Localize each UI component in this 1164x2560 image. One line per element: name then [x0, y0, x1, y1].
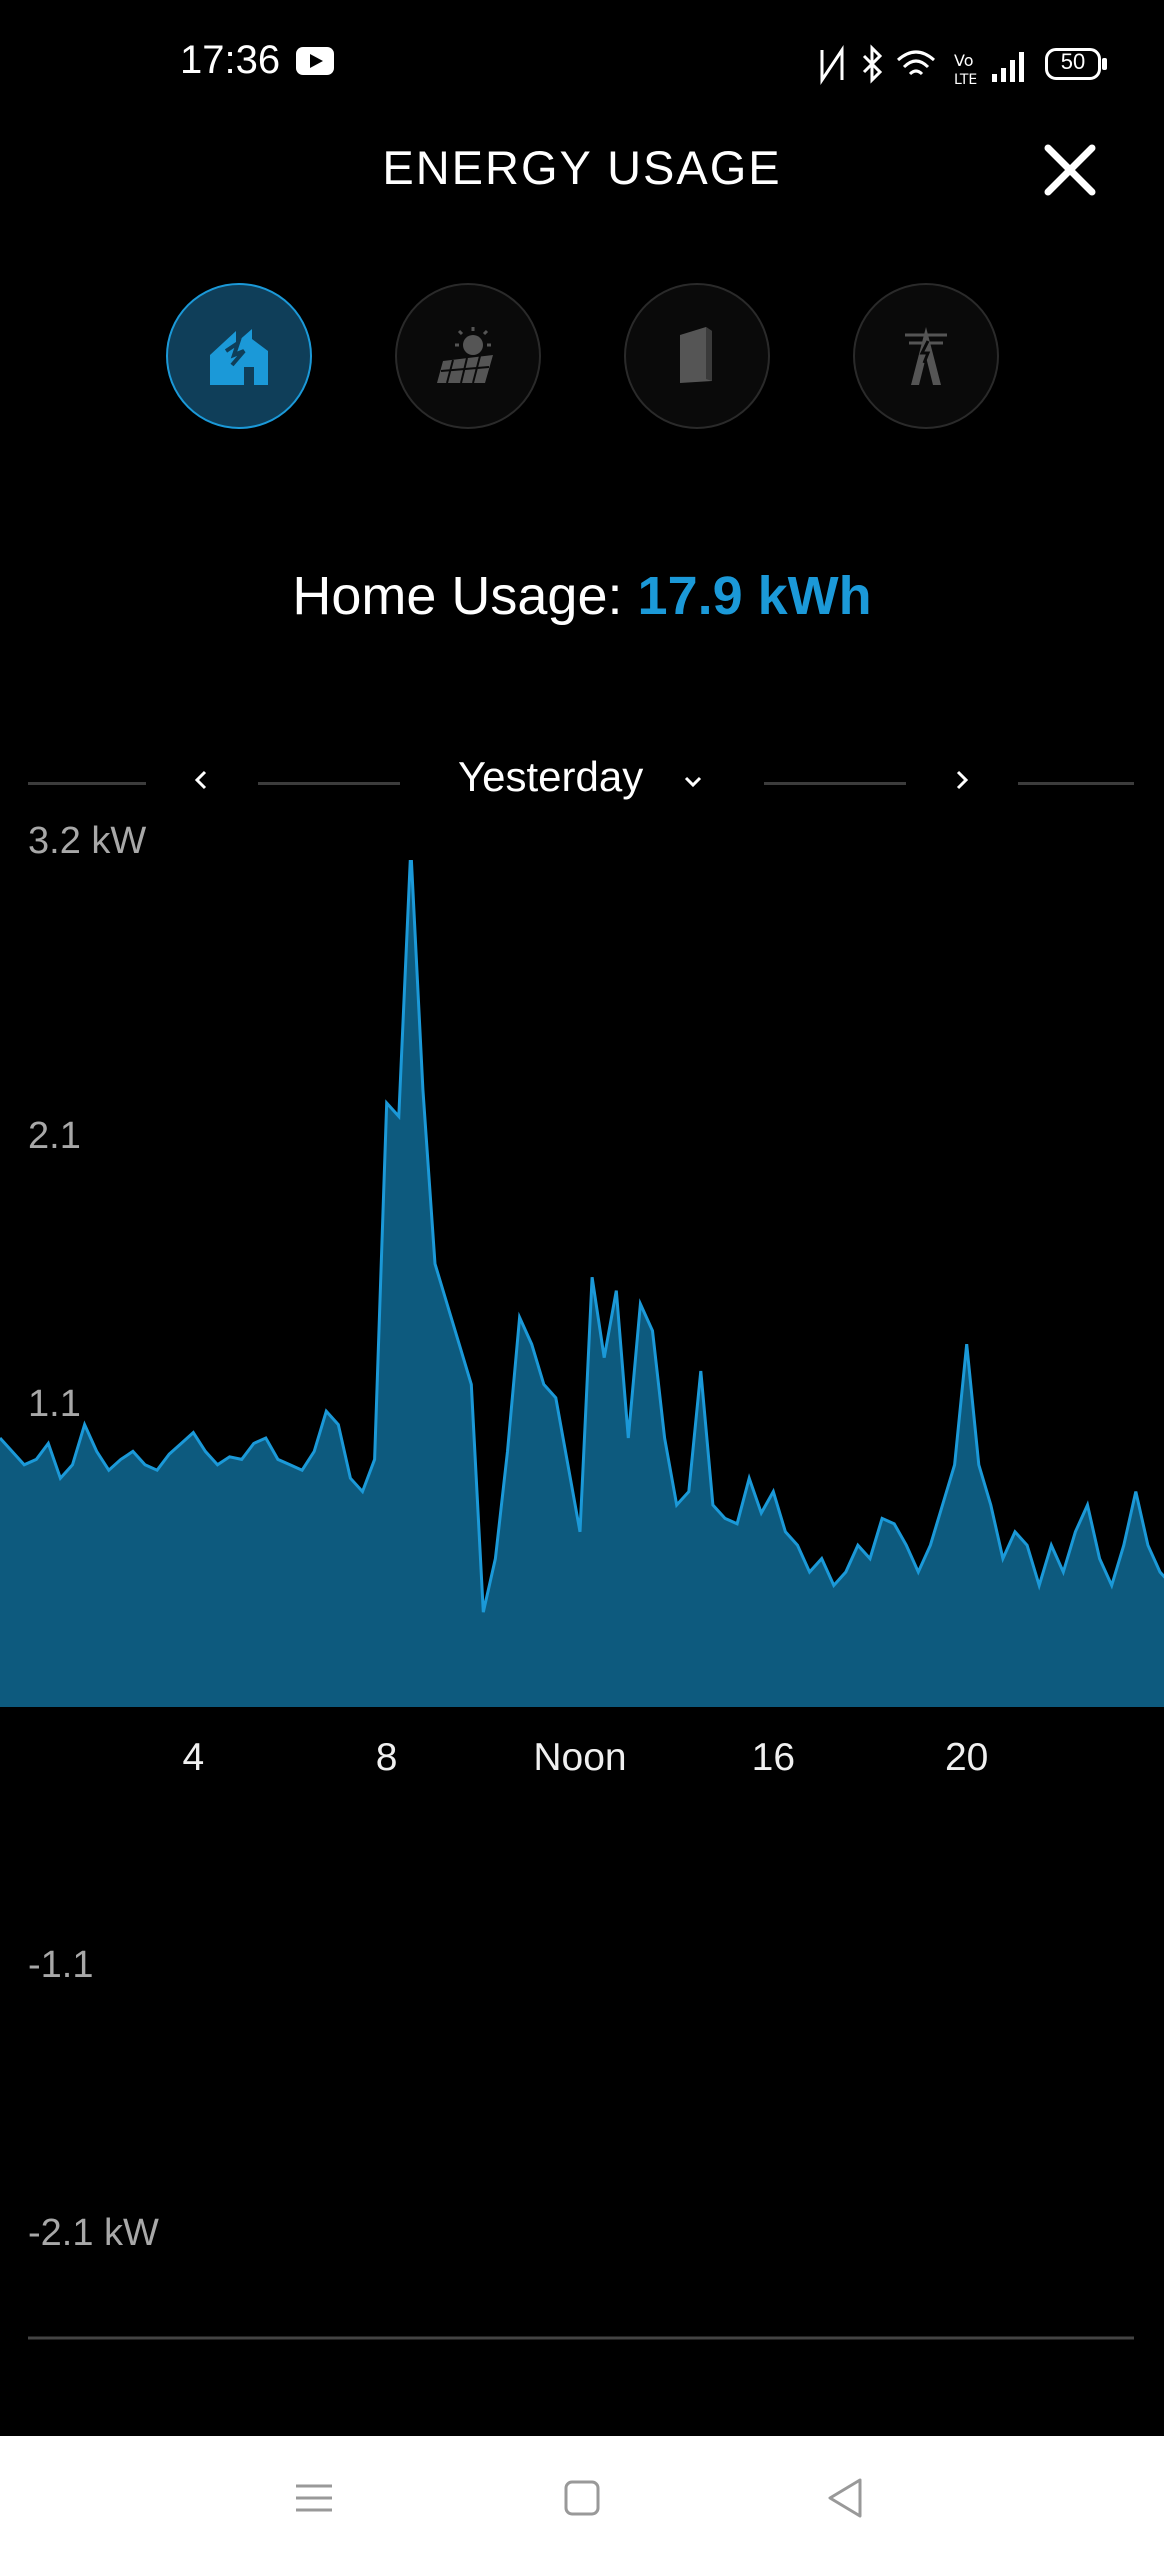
- status-icons: Vo LTE: [820, 44, 1024, 88]
- usage-area: [0, 860, 1164, 1706]
- volte-icon: Vo: [954, 51, 974, 70]
- y-tick-label: -2.1 kW: [28, 2212, 159, 2254]
- back-nav-button[interactable]: [816, 2468, 876, 2528]
- period-selector-bar: Yesterday: [0, 745, 1164, 815]
- bluetooth-icon: [862, 44, 883, 84]
- solar-panel-icon: [437, 327, 493, 384]
- chevron-left-icon: [194, 770, 207, 790]
- menu-icon: [296, 2484, 332, 2512]
- y-tick-label: 2.1: [28, 1115, 81, 1158]
- close-button[interactable]: [1040, 140, 1100, 200]
- next-period-button[interactable]: [937, 755, 987, 805]
- x-tick-label: 20: [944, 1736, 989, 1779]
- divider-line: [28, 782, 146, 785]
- x-tick-label: 4: [182, 1736, 205, 1779]
- usage-line: [0, 860, 1164, 1613]
- y-tick-label: -1.1: [28, 1944, 94, 1986]
- home-square-icon: [564, 2480, 600, 2516]
- x-tick-label: 8: [375, 1736, 398, 1779]
- grid-tower-icon: [905, 327, 947, 385]
- chart-plot: [0, 860, 1164, 2340]
- x-tick-label: 16: [751, 1736, 796, 1779]
- youtube-icon: [296, 47, 334, 75]
- energy-usage-chart: 3.2 kW 2.1 1.1 -1.1 -2.1 kW 4 8 Noon 16 20: [0, 820, 1164, 2360]
- divider-line: [1018, 782, 1134, 785]
- chevron-down-icon: [684, 776, 702, 788]
- nfc-icon: [820, 45, 844, 85]
- signal-icon: [992, 52, 1024, 82]
- battery-icon: 50: [1045, 48, 1107, 80]
- previous-period-button[interactable]: [176, 755, 226, 805]
- period-dropdown[interactable]: Yesterday: [450, 753, 720, 809]
- close-icon: [1044, 144, 1096, 196]
- status-time: 17:36: [180, 38, 281, 82]
- usage-value: 17.9 kWh: [637, 566, 872, 626]
- status-bar: 17:36 Vo LTE 50: [0, 0, 1164, 130]
- page-title: ENERGY USAGE: [382, 141, 782, 194]
- grid-source-button[interactable]: [853, 283, 999, 429]
- home-icon: [210, 329, 268, 385]
- home-nav-button[interactable]: [552, 2468, 612, 2528]
- battery-level: 50: [1060, 49, 1086, 74]
- usage-label: Home Usage:: [292, 566, 623, 626]
- divider-line: [764, 782, 906, 785]
- battery-wall-icon: [680, 327, 712, 383]
- system-nav-bar: [0, 2436, 1164, 2560]
- period-label: Yesterday: [458, 753, 644, 800]
- chevron-right-icon: [956, 770, 969, 790]
- x-tick-label: Noon: [533, 1736, 627, 1779]
- recent-apps-button[interactable]: [284, 2468, 344, 2528]
- back-icon: [828, 2478, 862, 2518]
- wifi-icon: [897, 50, 935, 76]
- solar-source-button[interactable]: [395, 283, 541, 429]
- usage-summary: Home Usage: 17.9 kWh: [0, 565, 1164, 627]
- home-source-button[interactable]: [166, 283, 312, 429]
- powerwall-source-button[interactable]: [624, 283, 770, 429]
- y-tick-label: 3.2 kW: [28, 820, 147, 863]
- svg-text:LTE: LTE: [954, 72, 977, 88]
- divider-line: [258, 782, 400, 785]
- y-tick-label: 1.1: [28, 1383, 81, 1426]
